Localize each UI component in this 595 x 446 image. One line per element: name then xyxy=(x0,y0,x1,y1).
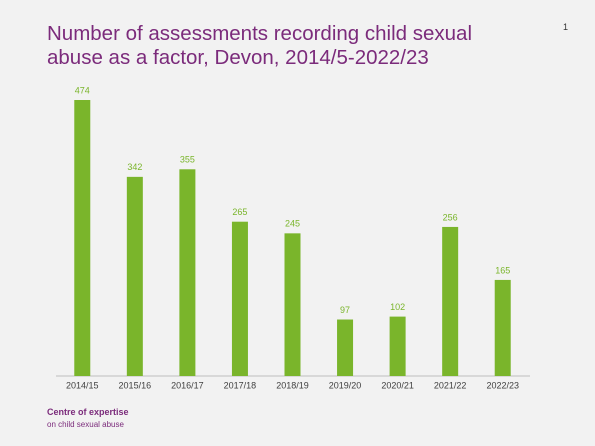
data-label: 97 xyxy=(340,305,350,315)
bar xyxy=(74,100,91,376)
bar xyxy=(494,279,511,376)
bar xyxy=(231,221,248,376)
x-tick-label: 2020/21 xyxy=(381,380,414,390)
bar xyxy=(389,316,406,376)
x-tick-label: 2018/19 xyxy=(276,380,309,390)
x-tick-label: 2017/18 xyxy=(224,380,257,390)
data-label: 245 xyxy=(285,219,300,229)
data-label: 165 xyxy=(495,265,510,275)
footer-subtitle: on child sexual abuse xyxy=(47,420,124,429)
x-tick-label: 2022/23 xyxy=(486,380,519,390)
x-tick-label: 2021/22 xyxy=(434,380,467,390)
data-label: 342 xyxy=(127,162,142,172)
bar xyxy=(126,176,143,376)
x-tick-label: 2016/17 xyxy=(171,380,204,390)
data-label: 265 xyxy=(232,207,247,217)
bar xyxy=(284,233,301,376)
bar xyxy=(442,226,459,376)
page-number: 1 xyxy=(563,22,569,32)
data-label: 355 xyxy=(180,155,195,165)
x-tick-label: 2015/16 xyxy=(119,380,152,390)
data-label: 256 xyxy=(443,212,458,222)
chart-title: Number of assessments recording child se… xyxy=(47,22,472,69)
data-label: 474 xyxy=(75,85,90,95)
bar xyxy=(337,319,354,376)
bar xyxy=(179,169,196,376)
footer-title: Centre of expertise xyxy=(47,407,129,417)
x-tick-label: 2014/15 xyxy=(66,380,99,390)
x-tick-label: 2019/20 xyxy=(329,380,362,390)
data-label: 102 xyxy=(390,302,405,312)
